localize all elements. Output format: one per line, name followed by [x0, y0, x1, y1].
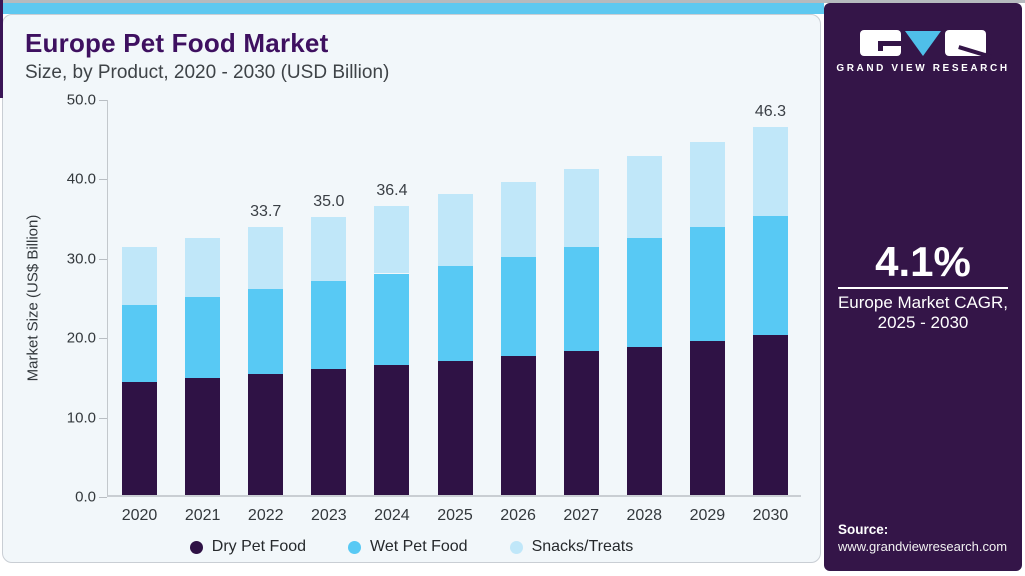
- x-axis-label-2030: 2030: [752, 507, 789, 524]
- bar-segment-snacks-treats-2020: [122, 247, 158, 306]
- x-axis-label-2027: 2027: [563, 507, 599, 524]
- source-url[interactable]: www.grandviewresearch.com: [838, 539, 1008, 554]
- x-axis-label-2021: 2021: [184, 507, 221, 524]
- legend-label: Dry Pet Food: [211, 538, 307, 555]
- y-axis-tick-label: 20.0: [66, 329, 96, 347]
- x-axis-label-2025: 2025: [437, 507, 473, 524]
- y-axis-tick-label: 40.0: [66, 170, 96, 188]
- total-value-label-2022: 33.7: [250, 203, 282, 221]
- gvr-logo-icon: [824, 30, 1022, 59]
- y-axis-title: Market Size (US$ Billion): [24, 214, 42, 382]
- total-value-label-2024: 36.4: [376, 181, 408, 199]
- cagr-divider: [838, 287, 1008, 289]
- total-value-label-2030: 46.3: [754, 103, 787, 121]
- panel-left-accent: [0, 0, 3, 98]
- page-top-edge: [0, 0, 1025, 3]
- bar-segment-snacks-treats-2023: [311, 217, 347, 282]
- bar-segment-dry-pet-food-2024: [374, 364, 410, 495]
- bar-segment-dry-pet-food-2020: [122, 382, 158, 495]
- x-axis-label-2023: 2023: [311, 507, 347, 524]
- bar-segment-wet-pet-food-2026: [500, 256, 536, 357]
- bar-chart-plot-area: 0.0 10.0 20.0 30.0 40.0 50.0 2020 2021 2022 33.7 2…: [67, 92, 801, 524]
- bar-segment-snacks-treats-2021: [185, 237, 221, 298]
- bar-segment-dry-pet-food-2028: [626, 346, 662, 495]
- bar-segment-dry-pet-food-2027: [563, 351, 599, 495]
- legend-marker-icon: [189, 540, 203, 554]
- bar-segment-wet-pet-food-2030: [752, 216, 788, 336]
- y-axis-tick-label: 30.0: [66, 250, 96, 268]
- bar-segment-dry-pet-food-2030: [752, 335, 788, 495]
- page-title: Europe Pet Food Market: [25, 28, 329, 58]
- logo-letter-r: [945, 30, 992, 59]
- bar-segment-wet-pet-food-2025: [437, 265, 473, 361]
- bar-segment-dry-pet-food-2022: [248, 373, 284, 495]
- x-axis-label-2028: 2028: [626, 507, 663, 524]
- bar-segment-dry-pet-food-2023: [311, 368, 347, 495]
- chart-panel: Europe Pet Food Market Size, by Product,…: [2, 14, 821, 563]
- source-label: Source:: [838, 522, 889, 537]
- cagr-caption-line1: Europe Market CAGR,: [837, 293, 1009, 312]
- bar-segment-wet-pet-food-2022: [248, 289, 284, 374]
- bar-segment-dry-pet-food-2026: [500, 356, 536, 495]
- legend-item-snacks-treats: Snacks/Treats: [509, 538, 634, 556]
- x-axis-label-2022: 2022: [247, 507, 284, 524]
- top-accent-bar: [0, 3, 824, 14]
- bar-segment-snacks-treats-2022: [248, 227, 284, 290]
- bar-segment-snacks-treats-2026: [500, 182, 536, 257]
- y-axis-tick-label: 50.0: [66, 91, 96, 109]
- bar-segment-dry-pet-food-2029: [689, 340, 725, 495]
- page-subtitle: Size, by Product, 2020 - 2030 (USD Billi…: [25, 62, 390, 83]
- y-axis-tick: [99, 497, 107, 498]
- brand-sidebar: GRAND VIEW RESEARCH 4.1% Europe Market C…: [824, 3, 1022, 571]
- legend-marker-icon: [509, 540, 523, 554]
- logo-letter-v-triangle-icon: [905, 31, 941, 56]
- brand-name: GRAND VIEW RESEARCH: [836, 63, 1010, 74]
- x-axis-label-2029: 2029: [689, 507, 726, 524]
- cagr-caption: Europe Market CAGR, 2025 - 2030: [824, 293, 1022, 333]
- cagr-value: 4.1%: [875, 238, 971, 285]
- bar-segment-dry-pet-food-2025: [437, 360, 473, 495]
- legend-item-dry-pet-food: Dry Pet Food: [189, 538, 307, 556]
- bar-segment-wet-pet-food-2020: [122, 305, 158, 383]
- cagr-caption-line2: 2025 - 2030: [877, 313, 969, 332]
- bar-segment-snacks-treats-2027: [563, 169, 599, 248]
- bar-segment-snacks-treats-2024: [374, 206, 410, 274]
- y-axis-tick: [99, 417, 107, 419]
- bar-segment-snacks-treats-2025: [437, 194, 473, 266]
- bar-segment-wet-pet-food-2027: [563, 247, 599, 352]
- y-axis-tick: [99, 338, 107, 340]
- bar-segment-wet-pet-food-2023: [311, 281, 347, 369]
- x-axis-label-2026: 2026: [500, 507, 536, 524]
- bar-segment-snacks-treats-2028: [626, 155, 662, 238]
- legend-item-wet-pet-food: Wet Pet Food: [348, 538, 468, 556]
- bar-segment-wet-pet-food-2028: [626, 237, 662, 347]
- bar-segment-dry-pet-food-2021: [185, 378, 221, 495]
- y-axis-tick-label: 10.0: [66, 409, 96, 427]
- x-axis-label-2024: 2024: [374, 507, 410, 524]
- bar-segment-wet-pet-food-2024: [374, 273, 410, 365]
- y-axis-tick-label: 0.0: [75, 488, 96, 506]
- bar-segment-snacks-treats-2029: [689, 142, 725, 228]
- legend-label: Wet Pet Food: [370, 538, 468, 555]
- y-axis-tick: [99, 179, 107, 181]
- logo-letter-g: [860, 30, 901, 56]
- bar-segment-wet-pet-food-2029: [689, 227, 725, 341]
- y-axis-tick: [99, 258, 107, 260]
- x-axis-label-2020: 2020: [121, 507, 158, 524]
- chart-legend: Dry Pet Food Wet Pet Food Snacks/Treats: [3, 538, 820, 556]
- bar-segment-snacks-treats-2030: [752, 127, 788, 217]
- source-block: Source: www.grandviewresearch.com: [838, 522, 1007, 554]
- bar-segment-wet-pet-food-2021: [185, 297, 221, 379]
- y-axis-tick: [99, 100, 107, 101]
- legend-label: Snacks/Treats: [531, 538, 634, 555]
- legend-marker-icon: [348, 540, 362, 554]
- total-value-label-2023: 35.0: [313, 193, 345, 211]
